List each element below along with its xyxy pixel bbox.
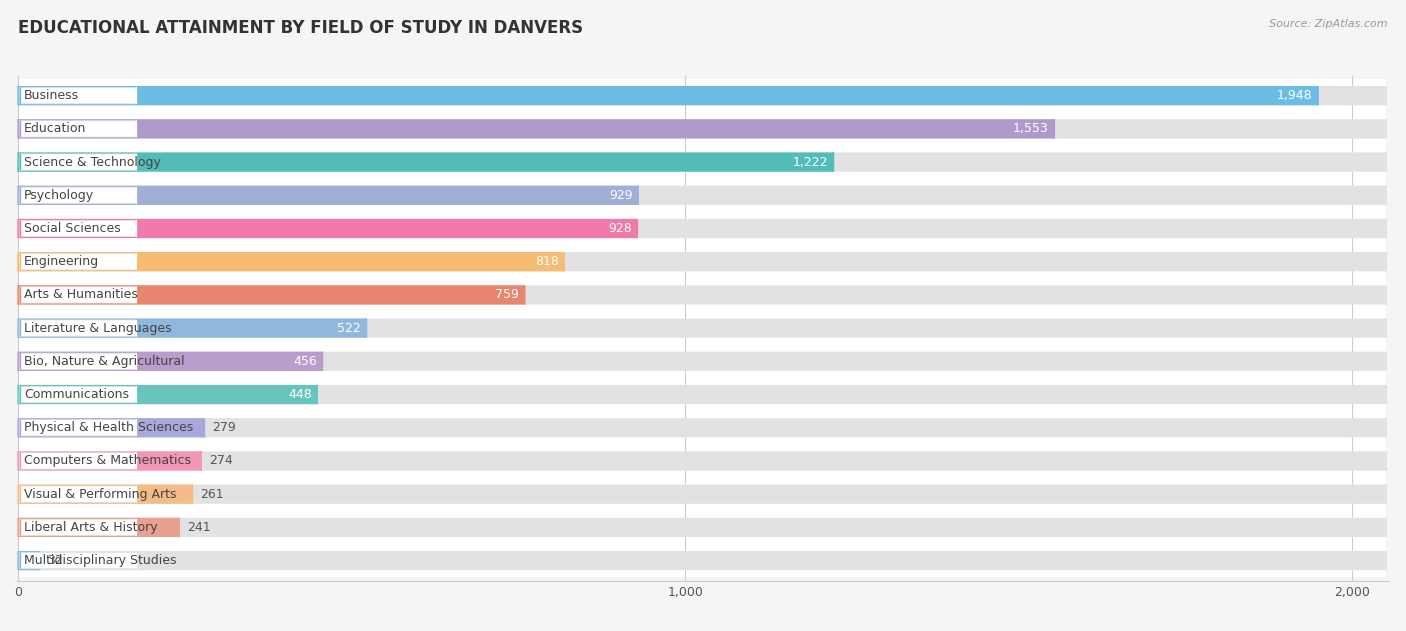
FancyBboxPatch shape bbox=[18, 312, 1386, 345]
FancyBboxPatch shape bbox=[18, 319, 1386, 338]
Text: Communications: Communications bbox=[24, 388, 129, 401]
FancyBboxPatch shape bbox=[18, 119, 1054, 138]
FancyBboxPatch shape bbox=[18, 252, 564, 271]
FancyBboxPatch shape bbox=[20, 453, 136, 469]
FancyBboxPatch shape bbox=[18, 385, 1386, 404]
FancyBboxPatch shape bbox=[20, 486, 136, 502]
FancyBboxPatch shape bbox=[18, 351, 322, 371]
FancyBboxPatch shape bbox=[18, 153, 834, 172]
FancyBboxPatch shape bbox=[18, 278, 1386, 312]
FancyBboxPatch shape bbox=[18, 79, 1386, 112]
Text: 1,553: 1,553 bbox=[1014, 122, 1049, 136]
FancyBboxPatch shape bbox=[18, 551, 1386, 570]
FancyBboxPatch shape bbox=[18, 146, 1386, 179]
Text: Literature & Languages: Literature & Languages bbox=[24, 322, 172, 334]
Text: Multidisciplinary Studies: Multidisciplinary Studies bbox=[24, 554, 176, 567]
FancyBboxPatch shape bbox=[20, 154, 136, 170]
Text: Business: Business bbox=[24, 89, 79, 102]
FancyBboxPatch shape bbox=[18, 510, 1386, 544]
Text: Computers & Mathematics: Computers & Mathematics bbox=[24, 454, 191, 468]
FancyBboxPatch shape bbox=[18, 518, 1386, 537]
FancyBboxPatch shape bbox=[18, 285, 524, 305]
FancyBboxPatch shape bbox=[18, 219, 1386, 238]
FancyBboxPatch shape bbox=[18, 112, 1386, 146]
FancyBboxPatch shape bbox=[18, 518, 179, 537]
Text: 522: 522 bbox=[337, 322, 361, 334]
FancyBboxPatch shape bbox=[20, 187, 136, 203]
FancyBboxPatch shape bbox=[18, 378, 1386, 411]
Text: Physical & Health Sciences: Physical & Health Sciences bbox=[24, 422, 193, 434]
FancyBboxPatch shape bbox=[18, 153, 1386, 172]
FancyBboxPatch shape bbox=[18, 219, 637, 238]
Text: 818: 818 bbox=[534, 255, 558, 268]
FancyBboxPatch shape bbox=[18, 186, 1386, 205]
FancyBboxPatch shape bbox=[20, 420, 136, 436]
FancyBboxPatch shape bbox=[18, 544, 1386, 577]
FancyBboxPatch shape bbox=[18, 485, 1386, 504]
FancyBboxPatch shape bbox=[18, 451, 1386, 471]
Text: Education: Education bbox=[24, 122, 86, 136]
Text: EDUCATIONAL ATTAINMENT BY FIELD OF STUDY IN DANVERS: EDUCATIONAL ATTAINMENT BY FIELD OF STUDY… bbox=[18, 19, 583, 37]
Text: Arts & Humanities: Arts & Humanities bbox=[24, 288, 138, 302]
FancyBboxPatch shape bbox=[20, 519, 136, 536]
Text: Social Sciences: Social Sciences bbox=[24, 222, 121, 235]
FancyBboxPatch shape bbox=[18, 418, 204, 437]
Text: 274: 274 bbox=[209, 454, 233, 468]
Text: Visual & Performing Arts: Visual & Performing Arts bbox=[24, 488, 176, 500]
FancyBboxPatch shape bbox=[18, 444, 1386, 478]
FancyBboxPatch shape bbox=[18, 252, 1386, 271]
FancyBboxPatch shape bbox=[18, 385, 318, 404]
FancyBboxPatch shape bbox=[20, 353, 136, 370]
Text: 241: 241 bbox=[187, 521, 211, 534]
Text: 929: 929 bbox=[609, 189, 633, 202]
FancyBboxPatch shape bbox=[18, 245, 1386, 278]
FancyBboxPatch shape bbox=[18, 551, 39, 570]
Text: 448: 448 bbox=[288, 388, 312, 401]
FancyBboxPatch shape bbox=[20, 220, 136, 237]
FancyBboxPatch shape bbox=[20, 88, 136, 104]
FancyBboxPatch shape bbox=[18, 119, 1386, 138]
FancyBboxPatch shape bbox=[20, 386, 136, 403]
FancyBboxPatch shape bbox=[20, 286, 136, 303]
Text: 1,948: 1,948 bbox=[1277, 89, 1312, 102]
Text: 261: 261 bbox=[200, 488, 224, 500]
FancyBboxPatch shape bbox=[18, 86, 1317, 105]
FancyBboxPatch shape bbox=[18, 351, 1386, 371]
Text: Bio, Nature & Agricultural: Bio, Nature & Agricultural bbox=[24, 355, 184, 368]
Text: 456: 456 bbox=[294, 355, 318, 368]
FancyBboxPatch shape bbox=[18, 418, 1386, 437]
FancyBboxPatch shape bbox=[18, 478, 1386, 510]
FancyBboxPatch shape bbox=[18, 179, 1386, 212]
FancyBboxPatch shape bbox=[18, 451, 201, 471]
FancyBboxPatch shape bbox=[20, 320, 136, 336]
FancyBboxPatch shape bbox=[20, 552, 136, 569]
Text: 279: 279 bbox=[212, 422, 236, 434]
FancyBboxPatch shape bbox=[18, 86, 1386, 105]
FancyBboxPatch shape bbox=[18, 212, 1386, 245]
FancyBboxPatch shape bbox=[20, 254, 136, 270]
Text: 1,222: 1,222 bbox=[793, 156, 828, 168]
FancyBboxPatch shape bbox=[18, 411, 1386, 444]
Text: Engineering: Engineering bbox=[24, 255, 98, 268]
FancyBboxPatch shape bbox=[18, 186, 638, 205]
FancyBboxPatch shape bbox=[18, 485, 193, 504]
Text: Psychology: Psychology bbox=[24, 189, 94, 202]
FancyBboxPatch shape bbox=[18, 319, 367, 338]
Text: Source: ZipAtlas.com: Source: ZipAtlas.com bbox=[1270, 19, 1388, 29]
FancyBboxPatch shape bbox=[20, 121, 136, 137]
Text: 32: 32 bbox=[48, 554, 63, 567]
Text: Science & Technology: Science & Technology bbox=[24, 156, 160, 168]
Text: 928: 928 bbox=[609, 222, 631, 235]
FancyBboxPatch shape bbox=[18, 285, 1386, 305]
FancyBboxPatch shape bbox=[18, 345, 1386, 378]
Text: 759: 759 bbox=[495, 288, 519, 302]
Text: Liberal Arts & History: Liberal Arts & History bbox=[24, 521, 157, 534]
